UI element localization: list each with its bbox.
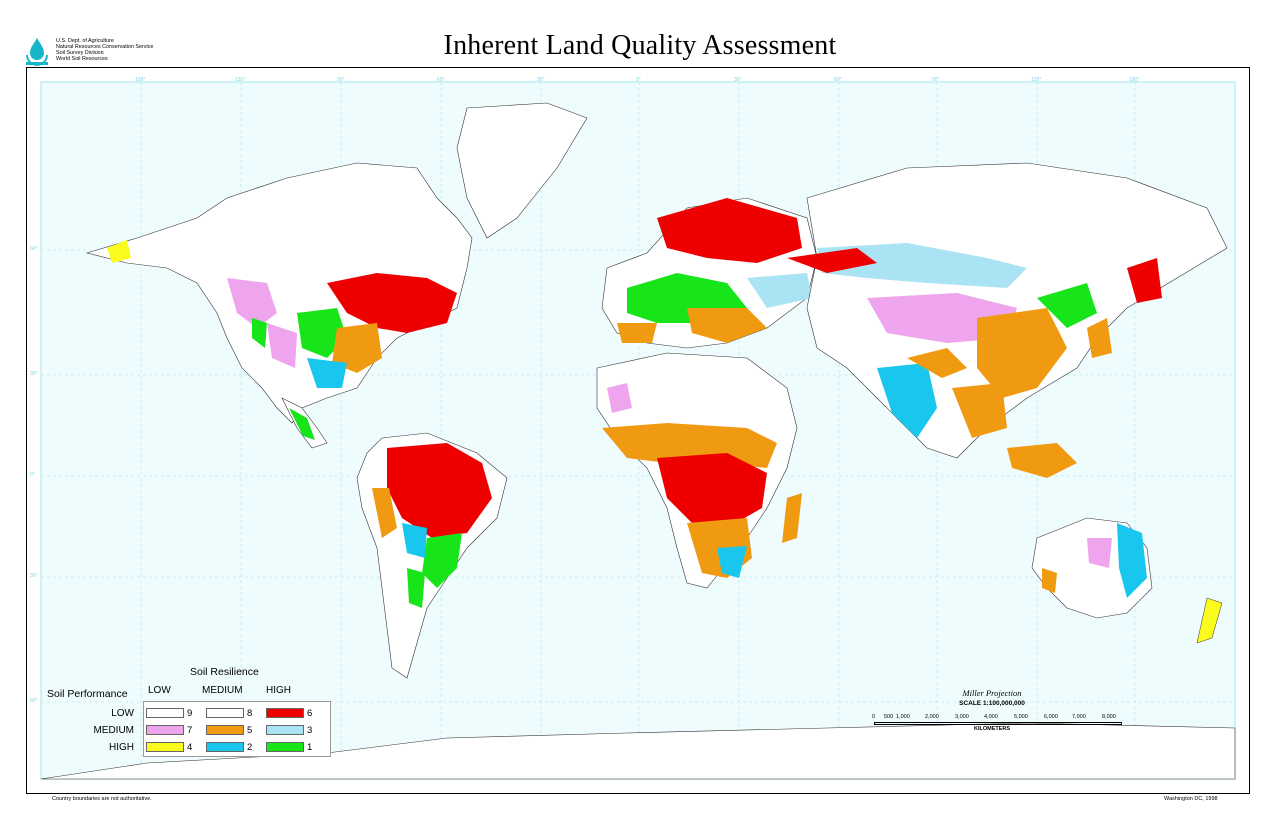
map-title: Inherent Land Quality Assessment — [443, 30, 837, 61]
scale-tick-label: 7,000 — [1072, 714, 1086, 720]
scale-tick-label: 0 — [872, 714, 876, 720]
graticule-label: 30° — [30, 573, 38, 579]
legend-class-number: 3 — [307, 725, 313, 736]
legend-swatch — [146, 742, 184, 752]
legend-class-number: 5 — [247, 725, 253, 736]
legend-class-number: 8 — [247, 708, 253, 719]
legend-class-number: 6 — [307, 708, 313, 719]
scale-tick-label: 1,000 — [896, 714, 910, 720]
graticule-label: 150° — [135, 77, 146, 83]
agency-credit: U.S. Dept. of Agriculture Natural Resour… — [56, 38, 153, 62]
graticule-label: 30° — [734, 77, 742, 83]
legend-column-label: MEDIUM — [202, 685, 243, 696]
scale-ratio: SCALE 1:100,000,000 — [959, 700, 1025, 707]
boundary-disclaimer: Country boundaries are not authoritative… — [52, 796, 152, 802]
legend: Soil Resilience Soil Performance LOW MED… — [44, 662, 344, 762]
legend-class-number: 4 — [187, 742, 193, 753]
agency-line: U.S. Dept. of Agriculture — [56, 38, 114, 44]
graticule-label: 90° — [932, 77, 940, 83]
scale-units: KILOMETERS — [973, 726, 1011, 732]
legend-row-label: MEDIUM — [93, 725, 134, 736]
legend-column-label: HIGH — [266, 685, 291, 696]
scale-tick-label: 2,000 — [925, 714, 939, 720]
graticule-label: 150° — [1129, 77, 1140, 83]
legend-swatch — [206, 725, 244, 735]
legend-class-number: 7 — [187, 725, 193, 736]
legend-class-number: 2 — [247, 742, 253, 753]
legend-row-label: HIGH — [109, 742, 134, 753]
scale-bar — [874, 722, 1122, 725]
agency-line: Natural Resources Conservation Service — [56, 44, 154, 50]
scale-tick-label: 3,000 — [955, 714, 969, 720]
legend-class-number: 9 — [187, 708, 193, 719]
graticule-label: 30° — [30, 371, 38, 377]
legend-swatch — [206, 708, 244, 718]
greenland — [456, 102, 588, 239]
scale-tick-label: 500 — [884, 714, 894, 720]
scale-tick-label: 6,000 — [1044, 714, 1058, 720]
map-frame: 150° 120° 90° 60° 30° 0° 30° 60° 90° 120… — [26, 67, 1250, 794]
legend-swatch — [266, 742, 304, 752]
place-date: Washington DC, 1998 — [1164, 796, 1218, 802]
projection-label: Miller Projection — [962, 688, 1022, 698]
legend-row-axis-title: Soil Performance — [47, 688, 128, 700]
water-drop-logo-icon — [26, 38, 48, 66]
legend-column-label: LOW — [148, 685, 171, 696]
legend-swatch — [206, 742, 244, 752]
graticule-label: 60° — [437, 77, 445, 83]
legend-row-label: LOW — [111, 708, 134, 719]
agency-line: Soil Survey Division — [56, 50, 104, 56]
legend-class-number: 1 — [307, 742, 313, 753]
legend-title: Soil Resilience — [190, 666, 259, 678]
antarctica-landmass — [40, 722, 1236, 780]
graticule-label: 60° — [30, 698, 38, 704]
scale-tick-label: 8,000 — [1102, 714, 1116, 720]
scale-tick-label: 4,000 — [984, 714, 998, 720]
graticule-label: 30° — [537, 77, 545, 83]
legend-swatch — [266, 725, 304, 735]
graticule-label: 60° — [30, 246, 38, 252]
legend-swatch — [146, 708, 184, 718]
graticule-label: 0° — [30, 472, 35, 478]
graticule-label: 60° — [834, 77, 842, 83]
graticule-label: 120° — [1031, 77, 1042, 83]
legend-swatch — [266, 708, 304, 718]
world-map — [40, 81, 1236, 780]
graticule-label: 120° — [235, 77, 246, 83]
agency-line: World Soil Resources — [56, 56, 108, 62]
graticule-label: 0° — [636, 77, 641, 83]
graticule-label: 90° — [337, 77, 345, 83]
legend-swatch — [146, 725, 184, 735]
scale-tick-label: 5,000 — [1014, 714, 1028, 720]
